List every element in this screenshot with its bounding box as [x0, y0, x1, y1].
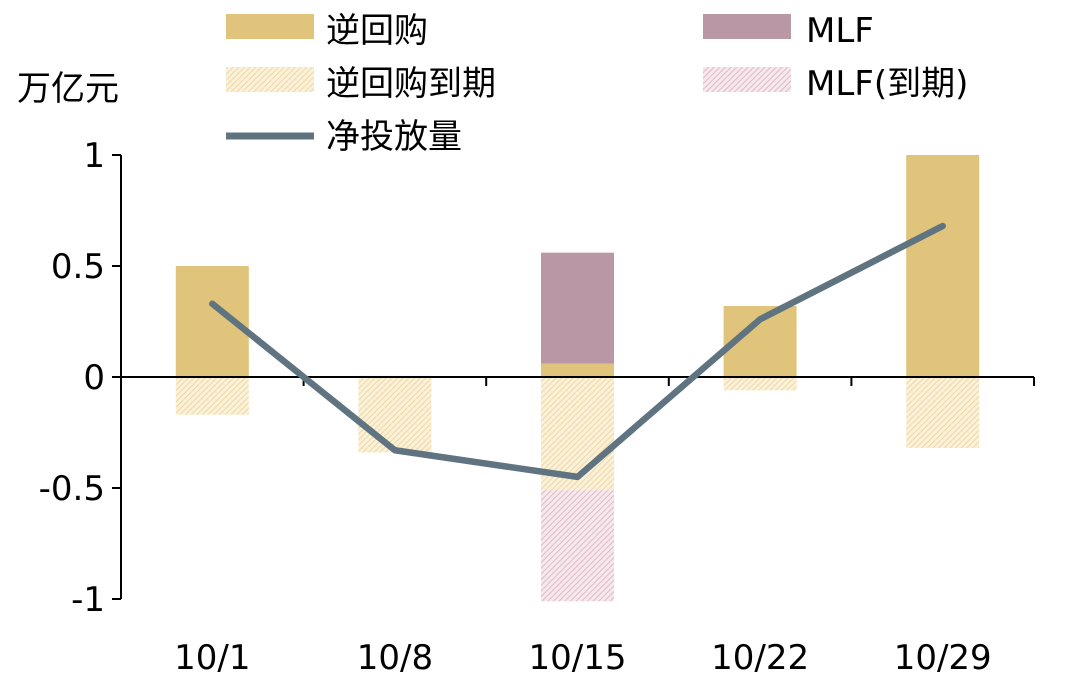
bar-MLF-10/15	[541, 252, 614, 364]
y-tick-label: 1	[83, 136, 105, 176]
bar-逆回购到期-10/1	[175, 377, 249, 415]
bar-逆回购到期-10/22	[723, 377, 797, 391]
bar-逆回购到期-10/8	[358, 377, 432, 453]
negative-bars	[175, 377, 980, 602]
x-tick-label: 10/8	[357, 638, 433, 678]
net-injection-line-layer	[209, 222, 946, 481]
x-tick-label: 10/22	[711, 638, 809, 678]
y-tick-label: -0.5	[39, 469, 105, 509]
x-tick-label: 10/1	[174, 638, 250, 678]
legend-label-逆回购到期: 逆回购到期	[326, 64, 496, 104]
bar-MLF(到期)-10/15	[541, 490, 614, 602]
legend-label-MLF(到期): MLF(到期)	[806, 64, 968, 104]
bar-逆回购到期-10/29	[906, 377, 980, 449]
y-axis-unit-label: 万亿元	[17, 69, 119, 109]
legend-swatch-MLF(到期)	[703, 67, 791, 92]
bar-逆回购-10/29	[906, 155, 980, 377]
x-tick-label: 10/29	[894, 638, 992, 678]
legend-swatch-逆回购	[226, 14, 314, 39]
legend-label-MLF: MLF	[806, 11, 874, 51]
legend-swatch-逆回购到期	[226, 67, 314, 92]
y-tick-label: 0	[83, 358, 105, 398]
legend: 逆回购 MLF 逆回购到期 MLF(到期) 净投放量	[226, 11, 968, 157]
x-tick-label: 10/15	[529, 638, 627, 678]
axes: 1 0.5 0 -0.5 -1 10/1 10/8 10/15 10/22 10/29	[39, 136, 1035, 678]
bar-逆回购-10/15	[541, 363, 614, 377]
y-tick-label: 0.5	[51, 247, 105, 287]
y-tick-label: -1	[71, 580, 105, 620]
legend-label-逆回购: 逆回购	[326, 11, 428, 51]
legend-label-净投放量: 净投放量	[326, 117, 462, 157]
legend-swatch-MLF	[703, 14, 791, 39]
